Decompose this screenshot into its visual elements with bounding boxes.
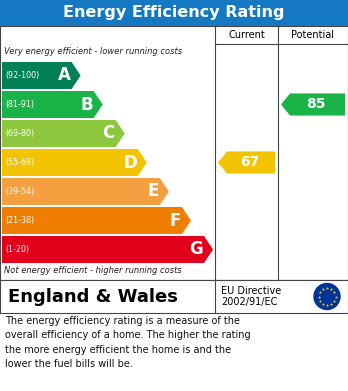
Text: (55-68): (55-68) — [5, 158, 34, 167]
Polygon shape — [2, 236, 213, 263]
Text: (92-100): (92-100) — [5, 71, 39, 80]
Text: G: G — [189, 240, 203, 258]
Text: (69-80): (69-80) — [5, 129, 34, 138]
Text: Energy Efficiency Rating: Energy Efficiency Rating — [63, 5, 285, 20]
Polygon shape — [281, 93, 345, 116]
Text: 85: 85 — [306, 97, 326, 111]
Text: Potential: Potential — [292, 30, 334, 40]
Text: F: F — [169, 212, 181, 230]
Text: A: A — [58, 66, 71, 84]
Text: Very energy efficient - lower running costs: Very energy efficient - lower running co… — [4, 47, 182, 56]
Text: C: C — [103, 124, 115, 142]
Text: Not energy efficient - higher running costs: Not energy efficient - higher running co… — [4, 266, 182, 275]
Text: (1-20): (1-20) — [5, 245, 29, 254]
Polygon shape — [2, 149, 147, 176]
Polygon shape — [2, 91, 103, 118]
Bar — [0, 0, 348, 26]
Text: (39-54): (39-54) — [5, 187, 34, 196]
Circle shape — [314, 283, 340, 310]
Text: 67: 67 — [240, 156, 259, 170]
Polygon shape — [218, 151, 275, 174]
Text: England & Wales: England & Wales — [8, 287, 178, 305]
Polygon shape — [2, 120, 125, 147]
Text: (81-91): (81-91) — [5, 100, 34, 109]
Text: B: B — [80, 95, 93, 113]
Bar — [0, 280, 348, 313]
Text: E: E — [148, 183, 159, 201]
Text: 2002/91/EC: 2002/91/EC — [221, 297, 277, 307]
Text: The energy efficiency rating is a measure of the
overall efficiency of a home. T: The energy efficiency rating is a measur… — [5, 316, 251, 369]
Bar — [0, 26, 348, 280]
Text: Current: Current — [228, 30, 265, 40]
Text: D: D — [123, 154, 137, 172]
Polygon shape — [2, 207, 191, 234]
Polygon shape — [2, 62, 81, 89]
Text: (21-38): (21-38) — [5, 216, 34, 225]
Polygon shape — [2, 178, 169, 205]
Text: EU Directive: EU Directive — [221, 286, 281, 296]
